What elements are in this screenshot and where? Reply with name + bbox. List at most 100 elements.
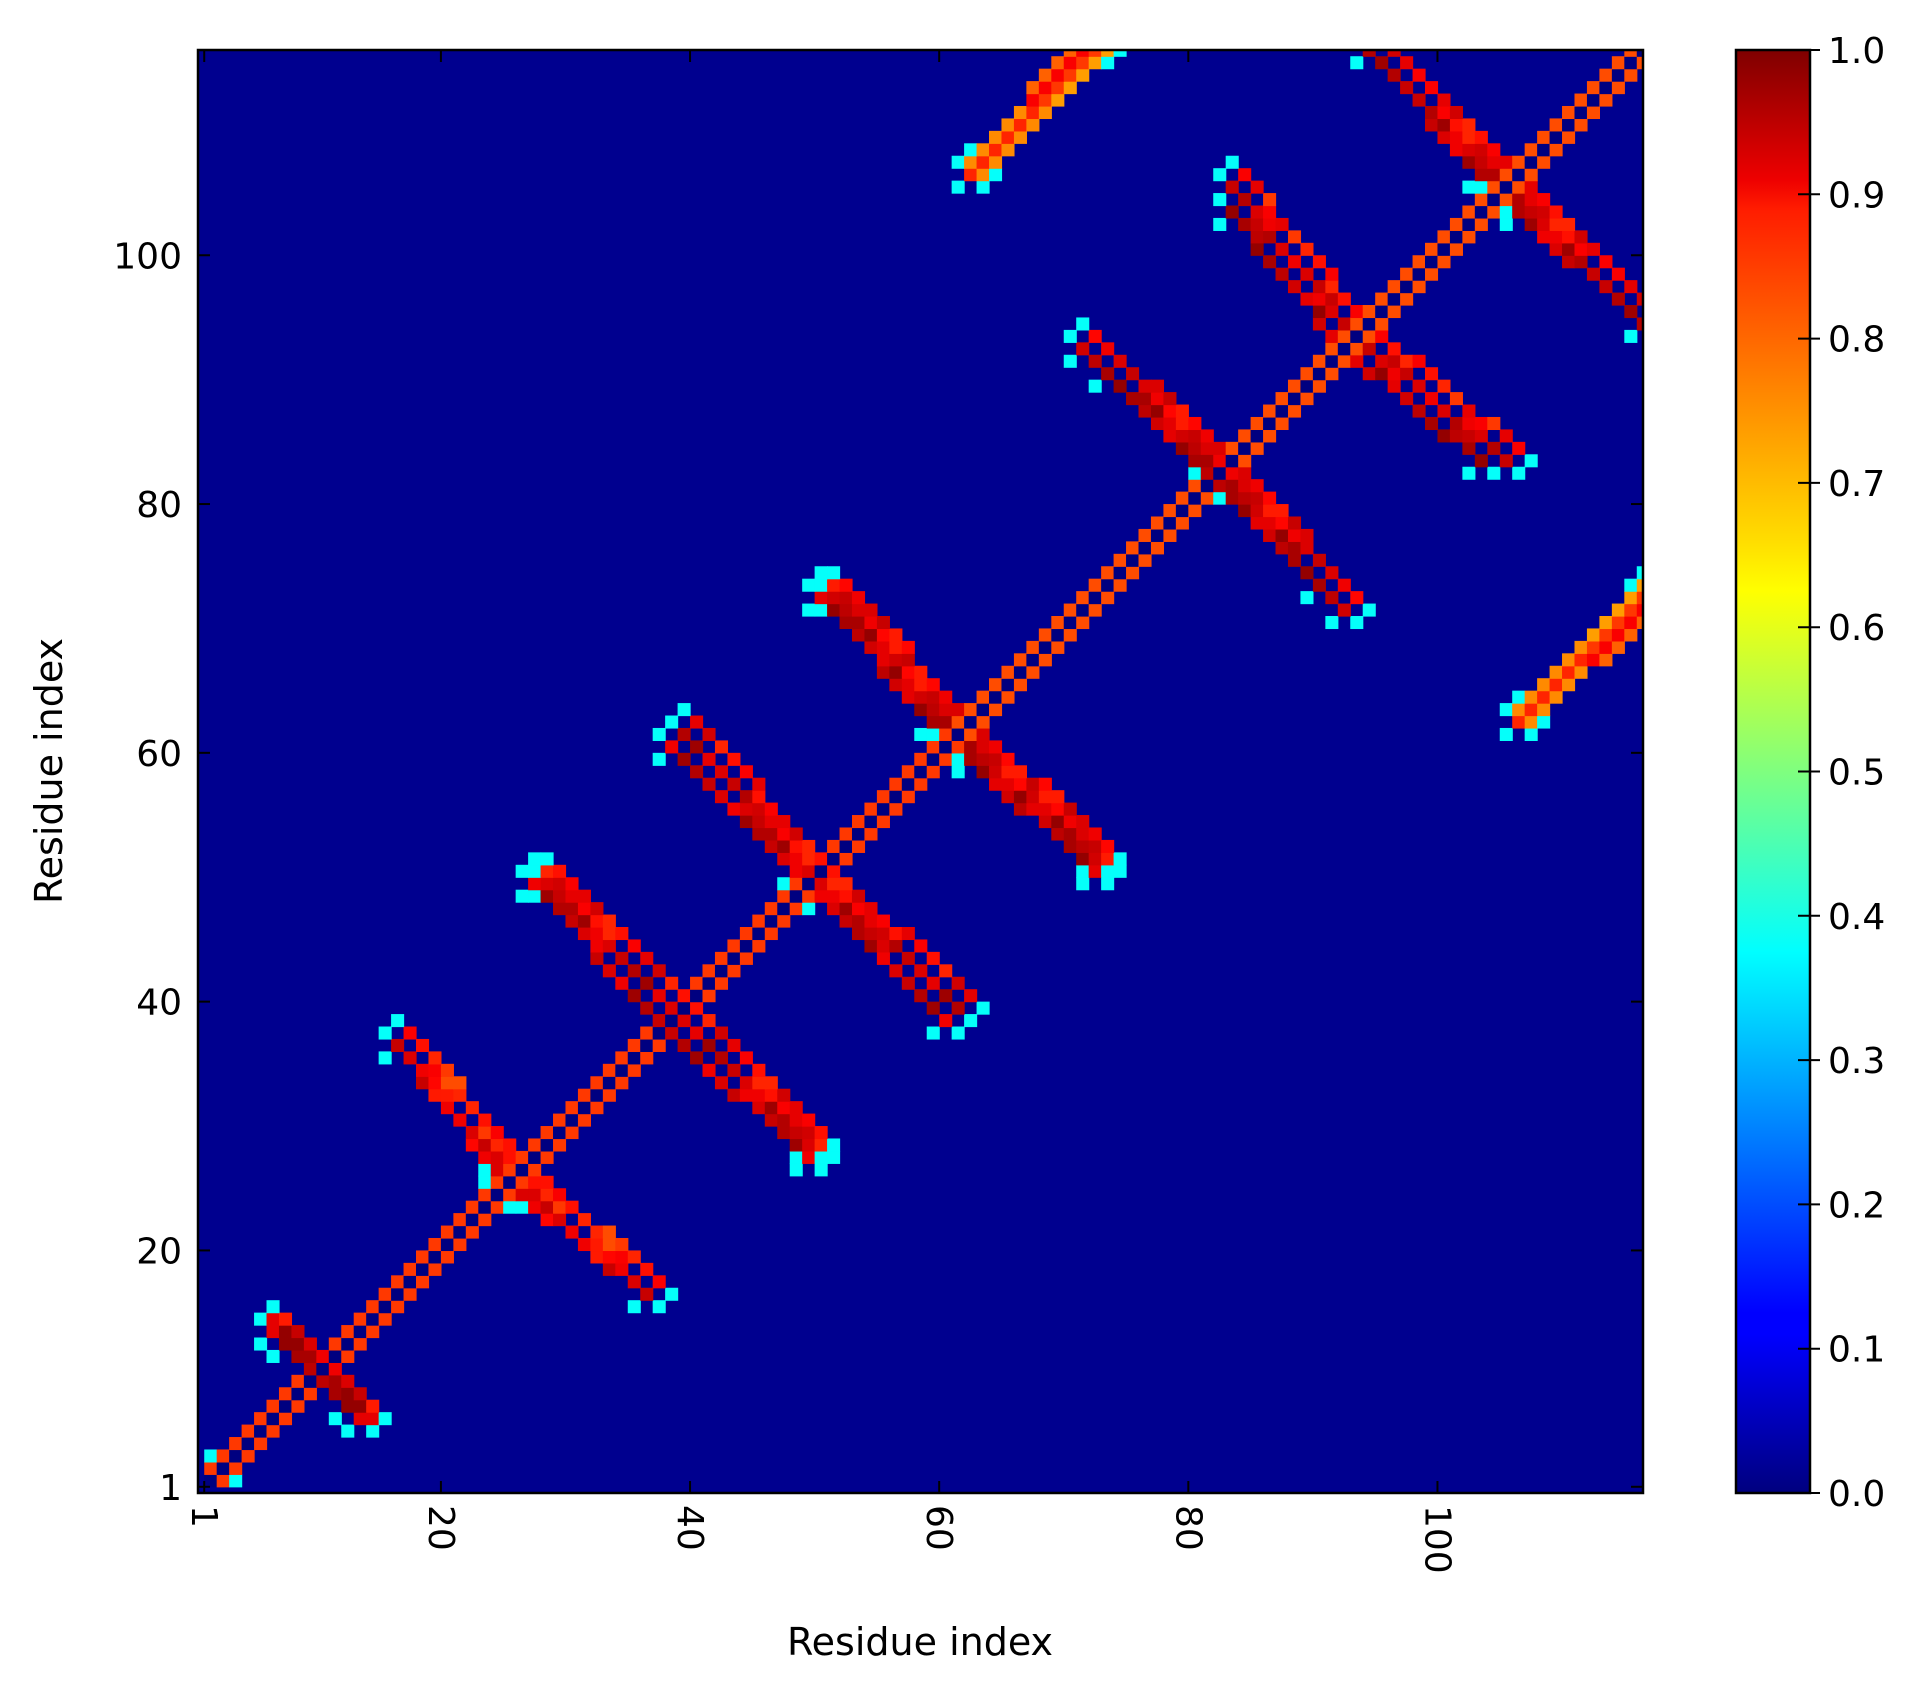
heatmap-cell [714, 964, 729, 978]
heatmap-cell-layer [204, 50, 1643, 1488]
heatmap-cell [1462, 429, 1476, 443]
heatmap-cell [814, 591, 828, 605]
heatmap-cell [303, 1349, 317, 1363]
heatmap-cell [1586, 93, 1600, 107]
heatmap-cell [690, 989, 704, 1003]
heatmap-cell [1387, 280, 1401, 294]
heatmap-cell [1325, 354, 1339, 368]
heatmap-cell [976, 1001, 990, 1015]
heatmap-cell [1350, 616, 1364, 630]
heatmap-cell [789, 852, 803, 866]
heatmap-cell [1038, 653, 1052, 667]
heatmap-cell [1636, 578, 1643, 592]
heatmap-cell [1499, 454, 1513, 468]
heatmap-cell [453, 1213, 467, 1227]
heatmap-cell [627, 1063, 641, 1077]
heatmap-cell [764, 927, 778, 941]
heatmap-cell [1101, 877, 1115, 891]
heatmap-cell [1611, 628, 1625, 642]
heatmap-cell [1063, 839, 1077, 853]
heatmap-cell [1387, 342, 1401, 356]
colorbar-tick-label: 0.1 [1828, 1330, 1885, 1371]
heatmap-cell [553, 889, 567, 903]
heatmap-cell [665, 1287, 679, 1301]
heatmap-cell [1063, 50, 1077, 57]
heatmap-cell [1188, 479, 1202, 493]
heatmap-cell [1462, 230, 1476, 244]
heatmap-cell [814, 852, 828, 866]
heatmap-cell [1549, 665, 1563, 679]
heatmap-cell [1449, 217, 1463, 231]
heatmap-cell [1499, 155, 1513, 169]
heatmap-cell [1636, 56, 1643, 70]
heatmap-cell [440, 1250, 454, 1264]
heatmap-cell [540, 877, 554, 891]
heatmap-cell [1462, 416, 1476, 431]
heatmap-cell [602, 1262, 616, 1276]
heatmap-cell [1437, 230, 1451, 244]
heatmap-cell [1562, 217, 1576, 231]
y-axis-label: Residue index [27, 638, 71, 904]
heatmap-cell [864, 815, 878, 829]
heatmap-cell [665, 1014, 679, 1028]
heatmap-cell [465, 1138, 479, 1152]
heatmap-cell [789, 1150, 803, 1164]
heatmap-cell [1512, 715, 1526, 729]
heatmap-cell [1586, 242, 1600, 256]
heatmap-cell [851, 815, 866, 829]
heatmap-cell [1200, 454, 1214, 468]
heatmap-cell [926, 765, 940, 779]
heatmap-cell [1213, 441, 1227, 455]
heatmap-cell [1001, 765, 1015, 779]
heatmap-cell [889, 939, 903, 953]
heatmap-cell [1412, 68, 1426, 82]
heatmap-cell [1586, 267, 1600, 281]
heatmap-cell [876, 653, 890, 667]
heatmap-cell [727, 777, 741, 791]
heatmap-cell [503, 1188, 517, 1202]
heatmap-cell [577, 914, 591, 928]
heatmap-cell [976, 690, 990, 704]
heatmap-cell [864, 640, 878, 654]
heatmap-cell [440, 1225, 454, 1239]
heatmap-cell [403, 1287, 417, 1301]
heatmap-cell [951, 1026, 965, 1040]
heatmap-cell [378, 1312, 392, 1326]
heatmap-cell [777, 902, 791, 916]
heatmap-cell [1325, 566, 1339, 580]
heatmap-cell [1275, 217, 1289, 231]
heatmap-cell [1549, 242, 1563, 256]
heatmap-cell [1076, 827, 1090, 841]
colorbar-tick-label: 0.4 [1828, 897, 1885, 938]
heatmap-cell [428, 1237, 442, 1252]
heatmap-cell [503, 1175, 517, 1189]
heatmap-cell [1562, 242, 1576, 256]
heatmap-cell [440, 1076, 454, 1090]
heatmap-cell [1487, 143, 1501, 157]
heatmap-cell [1088, 852, 1102, 866]
heatmap-cell [951, 155, 965, 169]
heatmap-cell [764, 839, 778, 853]
heatmap-cell [1063, 68, 1077, 82]
heatmap-cell [1400, 367, 1414, 381]
heatmap-cell [1076, 317, 1090, 331]
heatmap-cell [490, 1200, 504, 1214]
heatmap-cell [1474, 155, 1488, 169]
heatmap-cell [739, 927, 753, 941]
heatmap-cell [1026, 81, 1040, 95]
heatmap-cell [1325, 342, 1339, 356]
heatmap-cell [1275, 516, 1289, 530]
heatmap-cell [901, 777, 915, 791]
heatmap-cell [1138, 392, 1152, 406]
y-tick-label: 1 [159, 1468, 182, 1509]
heatmap-cell [590, 1076, 604, 1090]
heatmap-cell [789, 1126, 803, 1140]
heatmap-cell [1238, 466, 1252, 480]
heatmap-cell [1449, 416, 1463, 431]
heatmap-cell [1300, 379, 1314, 393]
heatmap-cell [1499, 703, 1513, 717]
heatmap-cell [1636, 603, 1643, 617]
heatmap-cell [602, 1237, 616, 1252]
heatmap-cell [1449, 105, 1463, 120]
heatmap-cell [727, 939, 741, 953]
